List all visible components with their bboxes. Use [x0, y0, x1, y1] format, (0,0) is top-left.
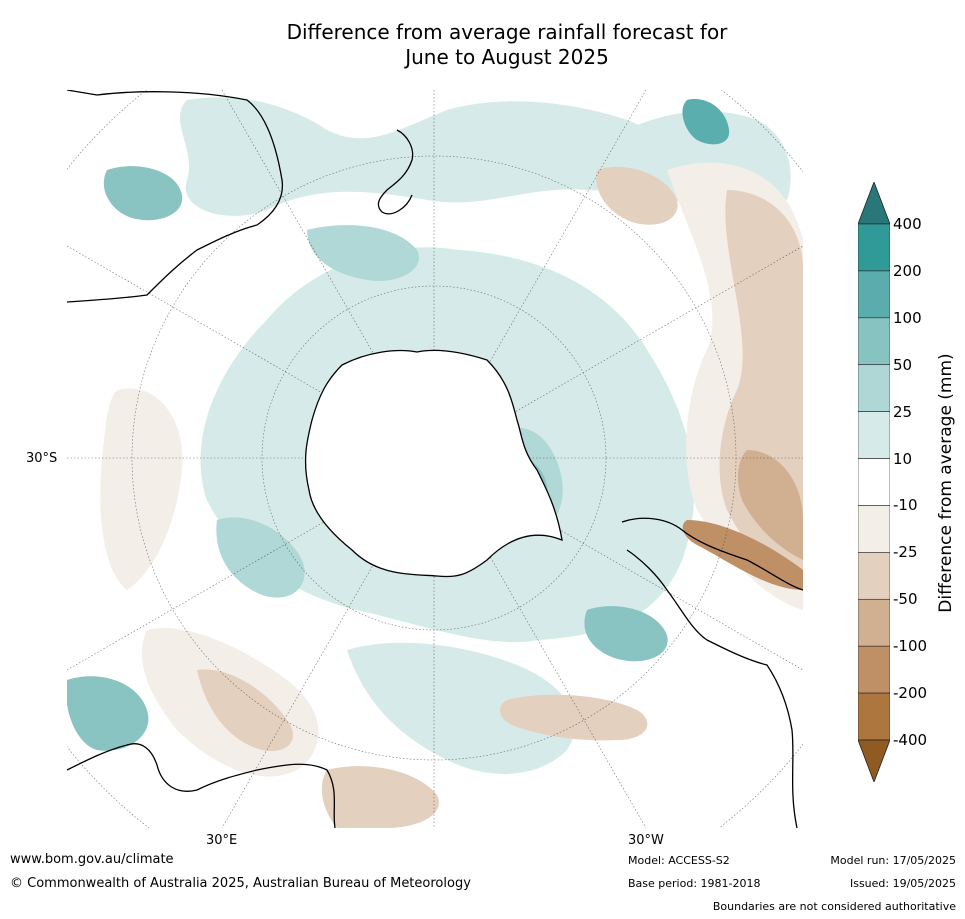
- anomaly-region-neg100-southeast: [682, 520, 803, 590]
- anomaly-region-pos100-north: [682, 99, 730, 145]
- colorbar-tick-label: 200: [893, 261, 922, 280]
- colorbar-band: [857, 598, 891, 647]
- anomaly-region-neg25-south: [500, 694, 648, 741]
- map-title: Difference from average rainfall forecas…: [0, 20, 965, 70]
- colorbar-tick-label: 25: [893, 402, 913, 421]
- coastlines: [67, 90, 803, 828]
- map-title-line-1: Difference from average rainfall forecas…: [286, 20, 728, 44]
- anomaly-region-neg25-bottom: [321, 766, 439, 828]
- anomaly-region-pos10-lower: [347, 642, 575, 774]
- colorbar-tick-label: -400: [893, 731, 928, 749]
- anomaly-region-neg10-west: [100, 388, 183, 590]
- colorbar-extend-over: [857, 180, 891, 225]
- colorbar-extend-under: [857, 739, 891, 784]
- colorbar-tick-label: 50: [893, 355, 913, 374]
- colorbar-tick-label: 10: [893, 449, 913, 468]
- colorbar-tick-label: -200: [893, 684, 928, 703]
- colorbar-tick-label: 100: [893, 308, 922, 327]
- colorbar-band: [857, 645, 891, 694]
- model-run-date: Model run: 17/05/2025: [830, 854, 956, 867]
- colorbar-tick-label: -10: [893, 496, 918, 515]
- colorbar-band: [857, 411, 891, 459]
- website-link[interactable]: www.bom.gov.au/climate: [10, 852, 174, 867]
- anomaly-region-pos50-northwest: [103, 166, 183, 221]
- colorbar-band: [857, 552, 891, 600]
- anomaly-region-pos50-south: [584, 606, 668, 662]
- australia-coastline: [67, 90, 284, 303]
- longitude-label-30w: 30°W: [628, 833, 664, 848]
- colorbar-band: [857, 223, 891, 272]
- anomaly-region-neg25-north: [596, 166, 678, 225]
- anomaly-region-pos25-north: [307, 225, 419, 281]
- colorbar-svg: [857, 180, 891, 784]
- longitude-label-30e: 30°E: [206, 833, 238, 848]
- colorbar-band: [857, 692, 891, 741]
- anomaly-region-neg25-southwest: [197, 669, 293, 751]
- colorbar-tick-label: 400: [893, 215, 922, 233]
- africa-coastline: [67, 743, 336, 828]
- colorbar-band: [857, 317, 891, 366]
- rainfall-anomaly-map[interactable]: [67, 90, 803, 828]
- colorbar-band: [857, 458, 891, 506]
- map-title-line-2: June to August 2025: [405, 45, 609, 69]
- south-america-coastline: [621, 517, 803, 828]
- colorbar-band: [857, 364, 891, 412]
- anomaly-region-pos25-west: [216, 517, 305, 598]
- model-name: Model: ACCESS-S2: [628, 854, 730, 867]
- copyright-text: © Commonwealth of Australia 2025, Austra…: [10, 876, 471, 891]
- anomaly-region-pos50-southwest: [67, 676, 149, 751]
- colorbar-tick-label: -50: [893, 590, 918, 609]
- new-zealand-coastline: [377, 129, 414, 215]
- drier-anomaly-regions: [100, 162, 803, 828]
- base-period: Base period: 1981-2018: [628, 877, 761, 890]
- anomaly-region-neg50-east: [737, 450, 803, 560]
- boundaries-disclaimer: Boundaries are not considered authoritat…: [712, 900, 956, 913]
- colorbar: [857, 180, 891, 784]
- antarctica-coastline: [304, 349, 563, 578]
- issued-date: Issued: 19/05/2025: [849, 877, 956, 890]
- colorbar-tick-label: -25: [893, 543, 918, 562]
- colorbar-title: Difference from average (mm): [936, 353, 956, 613]
- colorbar-band: [857, 505, 891, 553]
- colorbar-tick-label: -100: [893, 637, 928, 656]
- latitude-label-30s: 30°S: [26, 451, 58, 466]
- colorbar-band: [857, 270, 891, 319]
- map-svg: [67, 90, 803, 828]
